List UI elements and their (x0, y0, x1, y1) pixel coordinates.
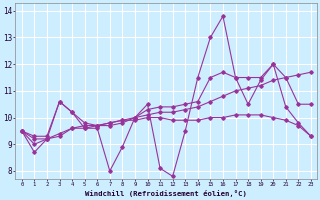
X-axis label: Windchill (Refroidissement éolien,°C): Windchill (Refroidissement éolien,°C) (85, 190, 247, 197)
